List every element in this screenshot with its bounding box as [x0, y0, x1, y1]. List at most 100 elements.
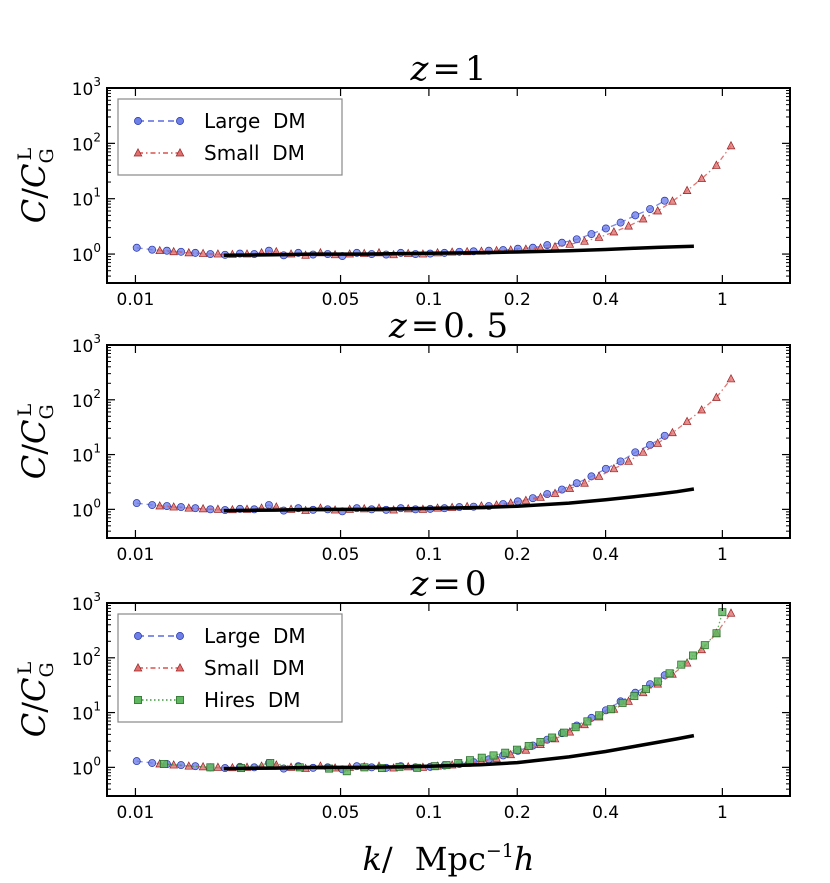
ylabel-sub: G	[36, 404, 58, 419]
data-point-large	[631, 211, 640, 220]
y-tick-label: 103	[72, 590, 101, 615]
y-tick-exponent: 2	[93, 387, 101, 401]
data-point-small	[565, 727, 575, 736]
y-tick-exponent: 3	[93, 590, 101, 604]
title-var: z	[409, 564, 429, 604]
y-tick-base: 10	[72, 392, 94, 412]
panel-title: z = 0	[409, 564, 486, 604]
data-point-small	[169, 502, 179, 511]
ylabel-slash: /	[15, 188, 53, 199]
data-point-small	[565, 483, 575, 492]
data-point-hires	[583, 717, 592, 726]
y-tick-label: 102	[72, 387, 101, 412]
data-point-hires	[630, 692, 639, 701]
data-point-small	[638, 447, 648, 456]
data-point-small	[169, 246, 179, 256]
ylabel-cg: C	[15, 678, 53, 702]
data-point-small	[550, 488, 560, 497]
ylabel-c: C	[15, 199, 53, 223]
data-point-small	[565, 239, 575, 248]
data-point-small	[580, 478, 589, 487]
y-tick-exponent: 0	[93, 754, 101, 768]
data-point-hires	[477, 753, 486, 762]
ylabel-cg: C	[15, 164, 53, 188]
data-point-hires	[206, 763, 215, 772]
data-point-hires	[536, 738, 545, 746]
data-point-small	[638, 214, 648, 223]
data-point-hires	[712, 629, 721, 638]
axes-frame	[106, 602, 791, 797]
ylabel-c: C	[15, 713, 53, 737]
data-point-small	[213, 504, 223, 513]
x-tick-label: 0.1	[415, 290, 442, 310]
legend-label: Large DM	[204, 624, 306, 648]
data-point-large	[646, 205, 655, 214]
y-tick-label: 103	[72, 75, 101, 100]
data-point-hires	[559, 728, 568, 737]
data-point-large	[513, 497, 522, 506]
x-tick-label: 1	[717, 545, 728, 565]
data-point-small	[682, 416, 692, 425]
data-point-hires	[266, 759, 275, 767]
data-point-hires	[524, 742, 533, 750]
data-point-small	[726, 608, 736, 617]
y-tick-base: 10	[72, 447, 94, 467]
data-point-small	[653, 438, 663, 447]
series-line-large	[136, 200, 666, 257]
x-tick-label: 0.01	[117, 545, 155, 565]
legend-marker	[175, 148, 185, 157]
x-tick-label: 0.05	[322, 545, 360, 565]
data-point-hires	[571, 723, 580, 732]
data-point-large	[148, 759, 157, 767]
y-tick-label: 102	[72, 645, 101, 670]
data-point-small	[682, 185, 692, 194]
title-value: 1	[465, 49, 487, 89]
x-tick-label: 0.1	[415, 803, 442, 823]
data-point-small	[624, 221, 633, 230]
y-tick-label: 100	[72, 754, 101, 779]
xlabel-h: h	[514, 840, 535, 878]
x-tick-label: 0.4	[592, 803, 619, 823]
title-value: 0	[465, 564, 487, 604]
x-axis-label: k/ Mpc−1h	[363, 840, 535, 878]
ylabel-sup: L	[14, 403, 36, 416]
data-point-large	[132, 243, 141, 252]
y-tick-exponent: 2	[93, 645, 101, 659]
data-point-small	[594, 232, 604, 241]
y-axis-label: C/CGL	[14, 661, 58, 737]
data-point-large	[132, 757, 141, 766]
legend-marker	[133, 148, 143, 157]
x-tick-label: 0.2	[504, 545, 531, 565]
y-axis-label: C/CGL	[14, 147, 58, 223]
data-point-hires	[618, 698, 627, 707]
x-tick-label: 0.01	[117, 803, 155, 823]
y-tick-label: 103	[72, 332, 101, 357]
legend-marker	[134, 632, 142, 640]
data-point-small	[697, 173, 707, 183]
y-tick-exponent: 0	[93, 241, 101, 255]
data-point-large	[557, 238, 566, 247]
data-point-hires	[466, 756, 474, 765]
legend-marker	[134, 117, 142, 125]
legend: Large DM Small DM Hires DM	[117, 613, 343, 723]
data-point-small	[198, 503, 208, 513]
data-point-hires	[642, 684, 651, 693]
title-var: z	[409, 49, 429, 89]
y-tick-base: 10	[72, 759, 94, 779]
data-point-large	[631, 448, 640, 457]
data-point-hires	[606, 705, 615, 714]
legend-marker	[134, 696, 142, 704]
data-point-small	[155, 245, 165, 255]
series-line-reference	[223, 487, 695, 513]
xlabel-exp: −1	[486, 840, 514, 862]
x-tick-label: 0.01	[117, 290, 155, 310]
y-tick-exponent: 1	[93, 700, 101, 714]
y-tick-label: 100	[72, 241, 101, 266]
data-point-large	[543, 490, 552, 499]
y-tick-base: 10	[72, 191, 94, 211]
data-point-large	[587, 230, 596, 238]
data-point-large	[616, 457, 625, 466]
x-tick-label: 0.1	[415, 545, 442, 565]
data-point-small	[711, 392, 721, 401]
